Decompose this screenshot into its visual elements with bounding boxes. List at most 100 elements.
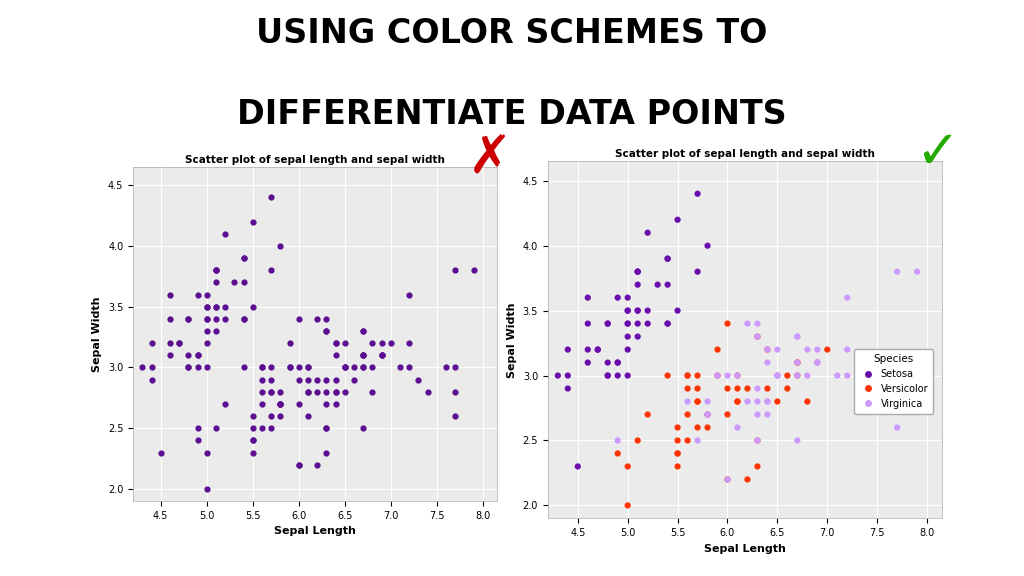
Point <box>750 319 766 328</box>
Point <box>355 327 372 336</box>
Point <box>337 363 353 372</box>
Point <box>620 501 636 510</box>
Point <box>355 423 372 433</box>
Point <box>374 339 390 348</box>
Point <box>355 351 372 360</box>
Point <box>208 302 224 312</box>
Point <box>245 302 261 312</box>
Point <box>790 371 806 380</box>
Point <box>438 363 455 372</box>
Point <box>189 290 206 299</box>
Point <box>689 267 706 276</box>
Point <box>679 384 695 393</box>
Point <box>679 397 695 406</box>
Point <box>670 449 686 458</box>
Point <box>199 484 215 494</box>
Point <box>263 387 280 396</box>
Point <box>291 375 307 384</box>
Point <box>318 423 335 433</box>
Point <box>679 436 695 445</box>
Point <box>337 363 353 372</box>
Point <box>759 345 775 354</box>
Point <box>750 397 766 406</box>
Point <box>609 449 626 458</box>
Point <box>318 387 335 396</box>
Point <box>630 267 646 276</box>
Point <box>365 339 381 348</box>
Point <box>639 319 655 328</box>
Point <box>769 345 785 354</box>
Point <box>236 314 252 324</box>
Point <box>799 371 815 380</box>
Point <box>300 387 316 396</box>
Point <box>639 410 655 419</box>
Point <box>217 314 233 324</box>
Point <box>226 278 243 287</box>
Point <box>309 460 326 469</box>
Point <box>282 363 298 372</box>
Text: DIFFERENTIATE DATA POINTS: DIFFERENTIATE DATA POINTS <box>238 98 786 131</box>
Point <box>839 293 855 302</box>
Point <box>719 384 735 393</box>
Point <box>217 302 233 312</box>
Point <box>620 306 636 315</box>
Point <box>245 217 261 226</box>
Point <box>729 397 745 406</box>
Point <box>879 371 895 380</box>
Point <box>630 267 646 276</box>
Point <box>759 345 775 354</box>
Point <box>411 375 427 384</box>
Point <box>466 266 482 275</box>
Point <box>291 460 307 469</box>
Point <box>199 363 215 372</box>
Point <box>254 363 270 372</box>
Point <box>309 375 326 384</box>
Point <box>699 410 716 419</box>
Point <box>689 436 706 445</box>
Point <box>839 345 855 354</box>
Point <box>679 410 695 419</box>
Point <box>750 332 766 341</box>
Point <box>300 375 316 384</box>
Point <box>790 332 806 341</box>
Point <box>609 358 626 367</box>
Text: ✓: ✓ <box>914 127 959 179</box>
Point <box>401 339 418 348</box>
Point <box>550 371 566 380</box>
Point <box>328 375 344 384</box>
Point <box>447 363 464 372</box>
Point <box>217 399 233 408</box>
X-axis label: Sepal Length: Sepal Length <box>705 544 785 554</box>
Point <box>143 363 160 372</box>
Point <box>245 436 261 445</box>
Point <box>809 345 825 354</box>
Point <box>679 371 695 380</box>
Point <box>710 371 726 380</box>
Point <box>790 332 806 341</box>
Point <box>355 363 372 372</box>
Point <box>750 462 766 471</box>
Point <box>750 410 766 419</box>
Text: USING COLOR SCHEMES TO: USING COLOR SCHEMES TO <box>256 17 768 50</box>
Point <box>630 306 646 315</box>
Point <box>739 384 756 393</box>
X-axis label: Sepal Length: Sepal Length <box>274 526 355 536</box>
Point <box>790 358 806 367</box>
Point <box>318 314 335 324</box>
Point <box>365 363 381 372</box>
Point <box>236 363 252 372</box>
Point <box>355 351 372 360</box>
Point <box>162 314 178 324</box>
Point <box>328 399 344 408</box>
Point <box>328 351 344 360</box>
Point <box>699 241 716 251</box>
Point <box>710 345 726 354</box>
Point <box>447 266 464 275</box>
Point <box>263 375 280 384</box>
Point <box>401 363 418 372</box>
Point <box>318 448 335 457</box>
Point <box>162 351 178 360</box>
Point <box>670 306 686 315</box>
Point <box>790 436 806 445</box>
Point <box>750 436 766 445</box>
